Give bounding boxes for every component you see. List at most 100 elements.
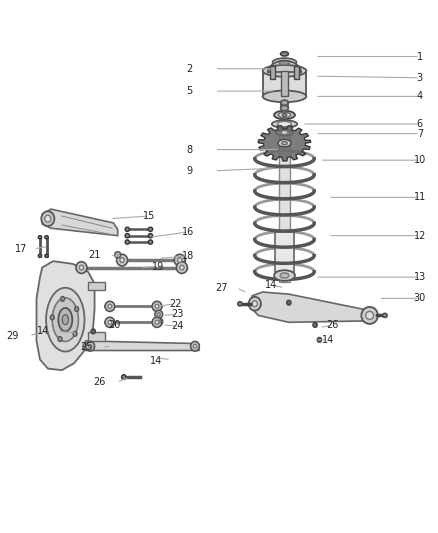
Ellipse shape [281,131,288,134]
Bar [88,333,106,341]
Text: 14: 14 [150,356,162,366]
Ellipse shape [279,60,290,64]
Ellipse shape [361,307,378,324]
Polygon shape [258,126,311,161]
Ellipse shape [157,313,160,316]
Text: 12: 12 [413,231,426,241]
Text: 11: 11 [414,192,426,203]
Ellipse shape [125,233,130,238]
Ellipse shape [263,91,306,102]
Text: 20: 20 [108,320,120,330]
Ellipse shape [45,236,48,239]
Polygon shape [83,341,199,351]
Bar [279,135,290,282]
Ellipse shape [313,322,317,327]
Ellipse shape [52,298,78,342]
Ellipse shape [274,270,295,281]
Ellipse shape [155,310,162,318]
Ellipse shape [152,301,162,311]
Ellipse shape [191,342,199,351]
Ellipse shape [155,320,159,325]
Ellipse shape [287,300,291,305]
Ellipse shape [86,342,95,351]
Ellipse shape [279,112,290,118]
Ellipse shape [238,302,242,306]
Ellipse shape [272,120,297,128]
Text: 7: 7 [417,128,423,139]
Ellipse shape [108,320,112,325]
Text: 21: 21 [89,250,101,260]
Ellipse shape [280,273,289,278]
Ellipse shape [272,58,297,67]
Ellipse shape [76,262,87,273]
Text: 30: 30 [414,293,426,303]
Text: 5: 5 [187,86,193,96]
Polygon shape [42,209,118,236]
Ellipse shape [155,304,159,309]
Ellipse shape [148,240,152,244]
Ellipse shape [73,332,77,336]
Ellipse shape [60,296,64,301]
Text: 27: 27 [215,283,228,293]
Text: 14: 14 [322,335,334,345]
Text: 2: 2 [187,64,193,74]
Ellipse shape [108,304,112,309]
Ellipse shape [317,337,321,342]
Ellipse shape [274,111,295,119]
Bar [88,282,106,290]
Ellipse shape [174,254,185,266]
Text: 16: 16 [182,227,194,237]
Bar [263,71,306,96]
Ellipse shape [148,233,152,238]
Ellipse shape [157,320,160,324]
Ellipse shape [117,254,127,266]
Bar [294,66,299,79]
Ellipse shape [62,314,68,325]
Ellipse shape [276,130,293,136]
Ellipse shape [79,265,84,270]
Ellipse shape [91,329,95,334]
Text: 25: 25 [80,342,92,352]
Ellipse shape [177,262,187,273]
Ellipse shape [177,258,182,263]
Text: 4: 4 [417,91,423,101]
Ellipse shape [75,306,79,311]
Text: 29: 29 [6,330,18,341]
Ellipse shape [148,227,152,231]
Ellipse shape [122,375,126,379]
Ellipse shape [249,297,261,311]
Ellipse shape [125,240,130,244]
Ellipse shape [115,252,121,258]
Ellipse shape [281,52,288,56]
Text: 14: 14 [265,280,278,290]
Ellipse shape [252,301,258,306]
Text: 26: 26 [326,320,339,330]
Text: 17: 17 [14,244,27,254]
Text: 22: 22 [169,298,182,309]
Ellipse shape [278,122,291,127]
Ellipse shape [41,211,54,226]
Polygon shape [36,261,95,370]
Ellipse shape [58,308,72,332]
Ellipse shape [155,318,162,326]
Ellipse shape [45,215,51,222]
Ellipse shape [120,258,124,263]
Text: 13: 13 [414,272,426,282]
Ellipse shape [283,114,287,116]
Ellipse shape [193,344,197,348]
Text: 18: 18 [182,251,194,261]
Text: 19: 19 [152,262,164,271]
Text: 14: 14 [36,326,49,336]
Ellipse shape [46,288,85,352]
Ellipse shape [278,140,291,147]
Ellipse shape [180,265,184,270]
Text: 3: 3 [417,73,423,83]
Ellipse shape [282,142,287,145]
Text: 23: 23 [171,309,184,319]
Ellipse shape [383,313,387,318]
Ellipse shape [105,301,115,311]
Bar [275,232,294,272]
Text: 9: 9 [187,166,193,176]
Text: 6: 6 [417,119,423,129]
Ellipse shape [58,337,62,342]
